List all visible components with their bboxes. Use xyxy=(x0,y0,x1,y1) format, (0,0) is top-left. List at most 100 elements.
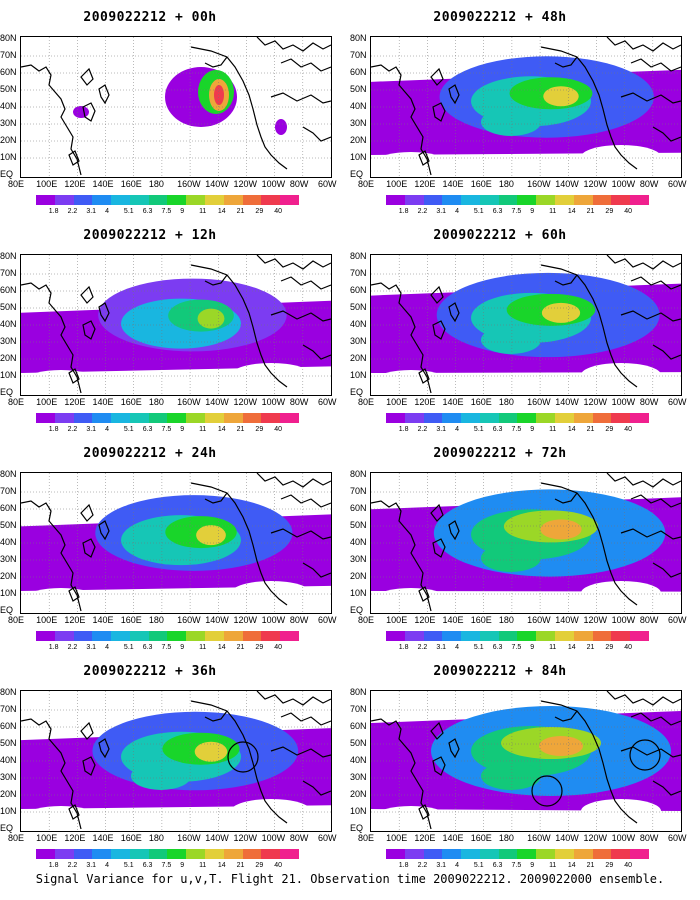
colorbar-tick: 29 xyxy=(605,426,614,433)
coastline xyxy=(418,804,430,820)
lon-label: 80W xyxy=(289,615,309,625)
lon-label: 140W xyxy=(205,833,229,843)
variance-contour xyxy=(196,525,226,546)
colorbar-swatch xyxy=(36,195,55,205)
colorbar-swatch xyxy=(280,849,299,859)
variance-contour xyxy=(539,736,583,756)
colorbar-tick: 1.8 xyxy=(398,426,409,433)
target-circle xyxy=(227,741,259,773)
lon-label: 120E xyxy=(414,397,436,407)
colorbar-tick: 14 xyxy=(567,208,576,215)
lat-label: 20N xyxy=(350,135,367,145)
lon-label: 120E xyxy=(414,833,436,843)
colorbar-tick: 9 xyxy=(180,426,185,433)
lon-label: 80E xyxy=(358,179,375,189)
colorbar-tick: 29 xyxy=(255,426,264,433)
colorbar-swatch xyxy=(73,413,93,423)
colorbar-swatch xyxy=(111,195,130,205)
colorbar-swatch xyxy=(630,849,649,859)
lat-label: 80N xyxy=(350,687,367,697)
colorbar-swatch xyxy=(167,631,187,641)
colorbar-tick: 7.5 xyxy=(511,862,522,869)
lat-label: 10N xyxy=(350,370,367,380)
lon-label: 100E xyxy=(36,615,58,625)
coastline xyxy=(430,67,444,86)
colorbar-swatch xyxy=(423,631,443,641)
lon-label: 100E xyxy=(386,615,408,625)
target-circle xyxy=(629,739,661,771)
lon-label: 140W xyxy=(555,179,579,189)
coastline xyxy=(204,274,228,286)
colorbar-tick: 6.3 xyxy=(142,208,153,215)
colorbar-tick: 4 xyxy=(455,862,460,869)
colorbar-swatch xyxy=(261,631,281,641)
coastline xyxy=(418,368,430,384)
colorbar-swatch xyxy=(611,413,631,423)
coastline xyxy=(448,520,460,541)
colorbar-tick: 1.8 xyxy=(398,862,409,869)
lat-label: 20N xyxy=(0,789,17,799)
lon-label: 80W xyxy=(289,179,309,189)
lon-label: 60W xyxy=(668,615,687,625)
variance-contour xyxy=(541,302,581,323)
blank-region xyxy=(26,806,96,826)
colorbar-swatch xyxy=(223,849,243,859)
coastline xyxy=(98,738,110,759)
lon-axis: 80E 100E 120E 140E 160E 180 160W 140W 120W 100W 80… xyxy=(358,179,690,190)
coastline xyxy=(652,780,681,796)
coastline xyxy=(371,500,432,612)
colorbar-swatch xyxy=(573,195,593,205)
colorbar-swatch xyxy=(517,195,537,205)
colorbar-tick: 29 xyxy=(255,644,264,651)
coastline xyxy=(280,58,331,72)
colorbar-swatch xyxy=(461,413,480,423)
blank-region xyxy=(26,588,96,608)
colorbar-swatch xyxy=(461,849,480,859)
lat-label: 70N xyxy=(350,268,367,278)
lon-label: 140W xyxy=(555,833,579,843)
colorbar-tick: 9 xyxy=(530,426,535,433)
lon-label: 80W xyxy=(639,179,659,189)
colorbar-tick: 40 xyxy=(274,426,282,433)
colorbar-swatch xyxy=(442,849,462,859)
lon-label: 100W xyxy=(611,615,636,625)
coastline xyxy=(630,276,681,290)
lon-axis: 80E 100E 120E 140E 160E 180 160W 140W 120W 100W 80… xyxy=(358,615,690,626)
lon-label: 120E xyxy=(414,615,436,625)
colorbar-swatch xyxy=(630,631,649,641)
coastline xyxy=(270,310,331,322)
lon-label: 120W xyxy=(233,615,257,625)
lon-label: 180 xyxy=(498,179,514,189)
colorbar-tick: 11 xyxy=(549,208,557,215)
colorbar xyxy=(36,413,299,423)
coastline xyxy=(448,84,460,105)
coastline xyxy=(302,126,331,142)
colorbar-swatch xyxy=(280,413,299,423)
colorbar-tick: 6.3 xyxy=(142,862,153,869)
coastline xyxy=(98,302,110,323)
lon-label: 120W xyxy=(583,615,607,625)
lat-label: 30N xyxy=(350,554,367,564)
colorbar-tick: 21 xyxy=(236,644,245,651)
lat-label: 20N xyxy=(0,353,17,363)
colorbar-swatch xyxy=(205,631,224,641)
coastline xyxy=(21,718,82,830)
lon-axis: 80E 100E 120E 140E 160E 180 160W 140W 120W 100W 80… xyxy=(358,397,690,408)
coastline xyxy=(652,344,681,360)
panel-title: 2009022212 + 84h xyxy=(433,664,567,679)
coastline xyxy=(554,492,578,504)
lat-label: 50N xyxy=(0,520,17,530)
lon-label: 160E xyxy=(120,397,142,407)
lon-label: 140W xyxy=(205,397,229,407)
lon-label: 100W xyxy=(611,397,636,407)
lat-label: 30N xyxy=(350,772,367,782)
colorbar-tick: 5.1 xyxy=(123,862,134,869)
lat-label: 40N xyxy=(0,319,17,329)
colorbar-swatch xyxy=(498,195,518,205)
coastline xyxy=(82,320,96,340)
lon-axis: 80E 100E 120E 140E 160E 180 160W 140W 120W 100W 80… xyxy=(8,397,340,408)
colorbar-swatch xyxy=(223,631,243,641)
lat-label: 30N xyxy=(0,772,17,782)
colorbar-tick: 4 xyxy=(455,644,460,651)
lat-label: 50N xyxy=(0,738,17,748)
